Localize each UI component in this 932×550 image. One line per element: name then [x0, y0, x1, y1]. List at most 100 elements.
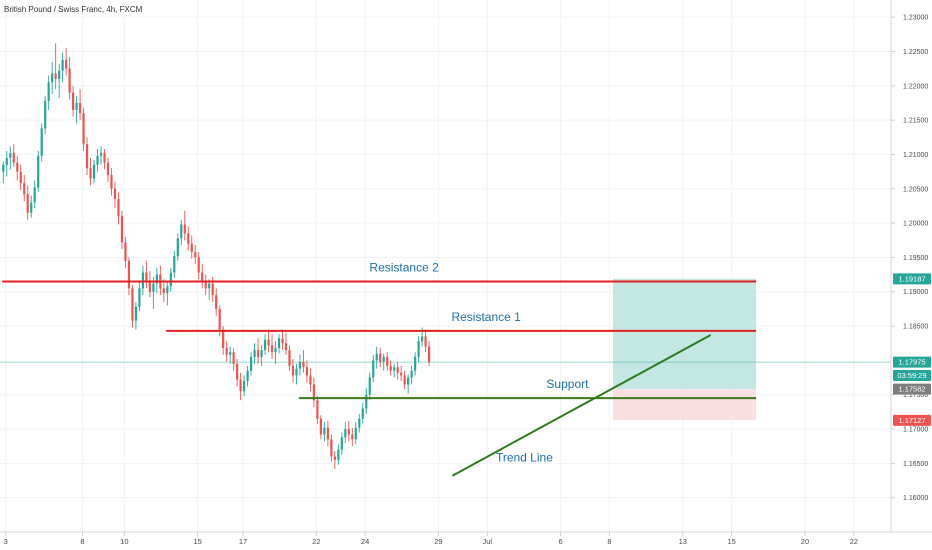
candle-body [37, 156, 39, 188]
candle-body [107, 163, 109, 175]
candle-body [302, 362, 304, 367]
price-tick-label: 1.22500 [903, 49, 928, 56]
candle-body [372, 360, 374, 377]
time-tick-label: 15 [727, 537, 735, 546]
candle-body [177, 238, 179, 256]
candle-body [41, 128, 43, 155]
candle-body [215, 295, 217, 309]
time-tick-label: 13 [679, 537, 687, 546]
time-tick-label: 8 [80, 537, 84, 546]
time-tick-label: 10 [120, 537, 128, 546]
candle-body [351, 435, 353, 440]
time-tick-label: 8 [607, 537, 611, 546]
candle-body [250, 357, 252, 371]
price-badge-label: 1.17127 [898, 416, 925, 425]
candle-body [208, 284, 210, 289]
time-tick-label: Jul [483, 537, 493, 546]
candle-body [222, 329, 224, 348]
candle-body [58, 71, 60, 79]
candle-body [96, 156, 98, 165]
candle-body [180, 224, 182, 238]
stop-loss-zone [613, 389, 756, 420]
candle-body [184, 224, 186, 233]
candle-body [117, 199, 119, 216]
candle-body [334, 456, 336, 459]
price-tick-label: 1.20000 [903, 221, 928, 228]
price-tick-label: 1.19500 [903, 255, 928, 262]
candle-body [393, 367, 395, 370]
candle-body [271, 345, 273, 352]
candle-body [292, 366, 294, 376]
candle-body [236, 364, 238, 380]
candle-body [418, 341, 420, 357]
candle-body [390, 366, 392, 371]
candle-body [330, 439, 332, 456]
candle-body [260, 350, 262, 357]
candle-body [201, 273, 203, 282]
candle-body [173, 256, 175, 272]
candle-body [69, 69, 71, 93]
candle-body [341, 437, 343, 449]
time-tick-label: 20 [801, 537, 809, 546]
candle-body [411, 371, 413, 378]
price-badge-label: 1.19187 [898, 274, 925, 283]
time-tick-label: 3 [4, 537, 8, 546]
candle-body [198, 257, 200, 272]
time-axis-background [0, 532, 932, 550]
candle-body [62, 60, 64, 71]
candle-body [358, 419, 360, 428]
candle-body [16, 163, 18, 172]
candle-body [264, 340, 266, 350]
candle-body [100, 153, 102, 156]
candle-body [233, 352, 235, 364]
candle-body [103, 153, 105, 163]
candle-body [145, 273, 147, 282]
time-tick-label: 22 [312, 537, 320, 546]
candle-body [166, 286, 168, 293]
candle-body [344, 429, 346, 437]
price-badge-label: 1.17975 [898, 358, 925, 367]
candle-body [75, 103, 77, 110]
time-tick-label: 15 [193, 537, 201, 546]
profit-target-zone [613, 279, 756, 390]
candle-body [397, 367, 399, 372]
chart-title: British Pound / Swiss Franc, 4h, FXCM [4, 5, 143, 14]
candle-body [34, 187, 36, 202]
price-badge-label: 1.17582 [898, 385, 925, 394]
candle-body [424, 336, 426, 346]
candle-body [163, 288, 165, 293]
candle-body [79, 103, 81, 113]
candle-body [82, 113, 84, 144]
candle-body [51, 73, 53, 82]
candle-body [320, 419, 322, 435]
candle-body [135, 307, 137, 321]
candle-body [205, 281, 207, 288]
support-label: Support [546, 377, 589, 391]
price-tick-label: 1.18500 [903, 324, 928, 331]
candle-body [247, 371, 249, 381]
candle-body [309, 375, 311, 384]
time-tick-label: 6 [559, 537, 563, 546]
candle-body [128, 261, 130, 288]
candle-body [6, 158, 8, 165]
time-tick-label: 17 [239, 537, 247, 546]
candle-body [20, 172, 22, 184]
annotation-labels: Resistance 2Resistance 1SupportTrend Lin… [369, 260, 589, 464]
candle-body [376, 354, 378, 361]
candle-body [48, 82, 50, 101]
candle-body [124, 242, 126, 261]
candle-body [65, 60, 67, 69]
candle-body [219, 309, 221, 330]
candle-body [428, 347, 430, 362]
resistance-label: Resistance 1 [451, 310, 521, 324]
price-tick-label: 1.19000 [903, 289, 928, 296]
candle-body [369, 378, 371, 395]
candle-body [187, 233, 189, 243]
candle-body [295, 369, 297, 376]
candle-body [138, 288, 140, 307]
candle-body [55, 73, 57, 78]
candle-body [93, 165, 95, 179]
candle-body [121, 216, 123, 242]
